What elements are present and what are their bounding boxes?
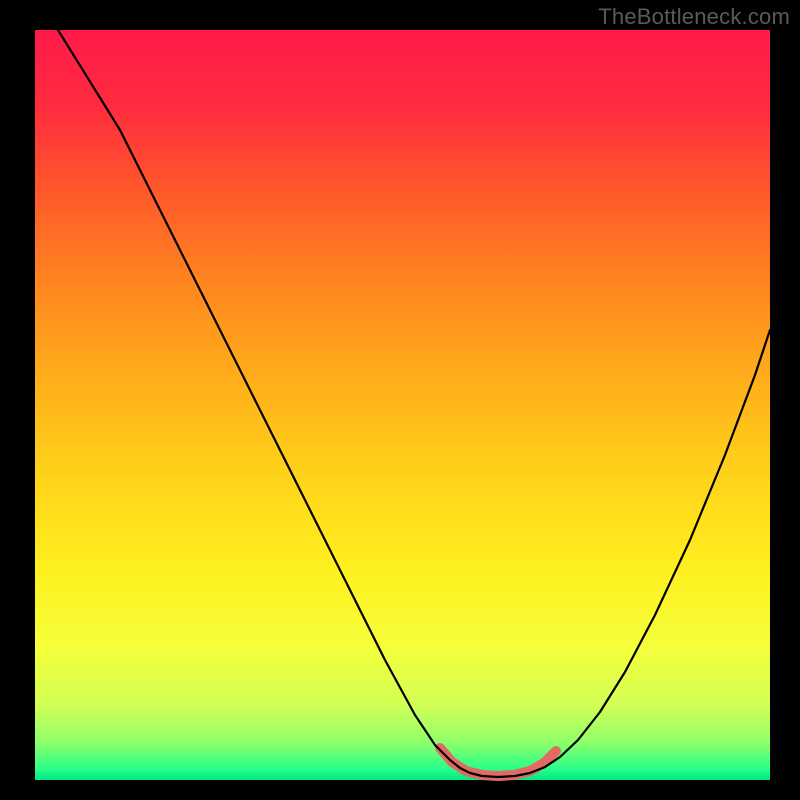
chart-svg [0, 0, 800, 800]
watermark-text: TheBottleneck.com [598, 4, 790, 30]
plot-area [35, 30, 770, 780]
chart-container: TheBottleneck.com [0, 0, 800, 800]
